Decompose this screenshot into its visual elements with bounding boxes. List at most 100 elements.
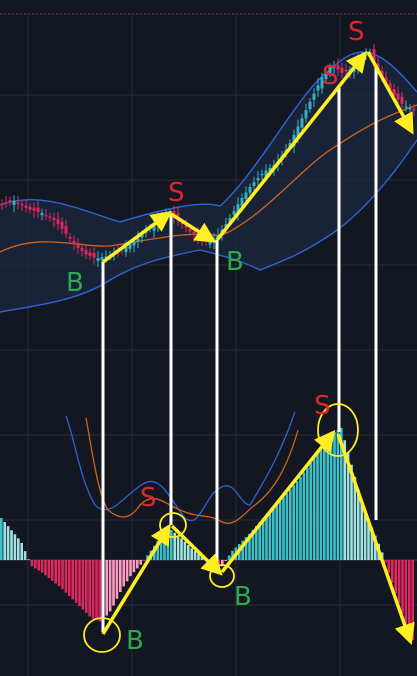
candle-body — [192, 231, 196, 236]
candle-body — [76, 244, 80, 248]
candle-body — [140, 234, 144, 238]
signal-labels: B S B S S B S B S — [66, 17, 365, 656]
histogram-bar — [183, 541, 187, 560]
histogram-bar — [363, 509, 367, 560]
candle-body — [400, 96, 404, 104]
histogram-bar — [319, 448, 323, 560]
candle-body — [32, 207, 36, 211]
histogram-bar — [384, 560, 387, 563]
histogram-bar — [10, 530, 13, 560]
histogram-bar — [142, 560, 146, 561]
signal-label-buy: B — [66, 268, 84, 298]
candle-body — [56, 219, 60, 224]
candle-body — [52, 217, 56, 221]
histogram-bar — [146, 555, 149, 560]
histogram-bar — [64, 560, 68, 593]
histogram-bar — [340, 428, 343, 560]
histogram-bar — [91, 560, 95, 619]
histogram-bar — [47, 560, 51, 579]
histogram-bar — [278, 501, 282, 560]
candle-body — [200, 235, 204, 241]
histogram-bar — [309, 462, 312, 560]
histogram-bar — [112, 560, 115, 606]
candle-body — [336, 65, 340, 70]
histogram-bar — [129, 560, 132, 577]
candle-body — [236, 204, 240, 215]
candle-body — [48, 216, 52, 218]
histogram-bar — [40, 560, 44, 573]
histogram-bar — [244, 537, 248, 560]
candle-body — [100, 257, 104, 261]
histogram-bar — [248, 533, 251, 560]
histogram-bar — [13, 534, 17, 560]
histogram-bar — [95, 560, 98, 621]
histogram-bar — [251, 530, 255, 560]
signal-label-sell: S — [348, 17, 365, 47]
candle-body — [96, 258, 100, 261]
histogram-bar — [299, 476, 302, 560]
candle-body — [8, 200, 12, 202]
candle-body — [264, 170, 268, 178]
histogram-bar — [105, 560, 108, 616]
histogram-bar — [231, 550, 234, 560]
candle-body — [328, 67, 332, 74]
histogram-bar — [265, 514, 268, 560]
histogram-bar — [357, 489, 360, 560]
candle-body — [332, 66, 336, 68]
histogram-bar — [78, 560, 81, 607]
candle-body — [128, 244, 132, 249]
histogram-bar — [289, 489, 292, 560]
histogram-bar — [285, 493, 289, 560]
candle-body — [36, 207, 40, 212]
histogram-bar — [163, 534, 166, 560]
candle-body — [4, 202, 8, 204]
histogram-bar — [108, 560, 112, 612]
histogram-bar — [261, 518, 265, 560]
candle-body — [92, 252, 96, 258]
histogram-bar — [34, 560, 37, 569]
signal-circles — [83, 403, 359, 653]
candle-body — [380, 70, 384, 77]
histogram-bar — [387, 560, 391, 573]
histogram-bar — [0, 518, 3, 560]
histogram-bar — [397, 560, 401, 604]
histogram-bar — [241, 540, 244, 560]
histogram-bar — [391, 560, 394, 583]
candle-body — [372, 49, 376, 61]
histogram-bar — [227, 555, 231, 560]
candle-body — [212, 238, 216, 243]
histogram-bar — [329, 434, 333, 560]
candle-body — [316, 85, 320, 91]
candle-body — [304, 110, 308, 119]
candle-body — [80, 247, 84, 252]
candle-body — [180, 222, 184, 225]
candle-body — [20, 204, 24, 206]
signal-label-buy: B — [234, 582, 252, 612]
candle-body — [188, 228, 192, 232]
price-arrow-up-1 — [101, 210, 173, 264]
candle-body — [320, 77, 324, 89]
histogram-bar — [401, 560, 404, 614]
histogram-bar — [85, 560, 88, 613]
histogram-bar — [370, 527, 374, 560]
histogram-bar — [125, 560, 129, 582]
macd-arrow-down-1 — [170, 524, 223, 576]
candle-body — [12, 200, 16, 206]
histogram-bar — [20, 542, 23, 560]
histogram-bar — [404, 560, 408, 624]
candle-body — [392, 89, 396, 96]
histogram-bar — [173, 532, 176, 560]
signal-label-sell: S — [168, 178, 185, 208]
histogram-bar — [282, 497, 285, 560]
candle-body — [136, 238, 140, 243]
histogram-bar — [268, 511, 272, 560]
candle-body — [104, 256, 108, 259]
histogram-bar — [360, 501, 363, 560]
candle-body — [268, 167, 272, 173]
candle-body — [64, 225, 68, 234]
signal-label-sell: S — [140, 483, 157, 513]
candle-body — [84, 250, 88, 255]
macd-arrow-up-2 — [220, 429, 336, 574]
histogram-bar — [306, 467, 309, 560]
histogram-bar — [295, 481, 299, 560]
